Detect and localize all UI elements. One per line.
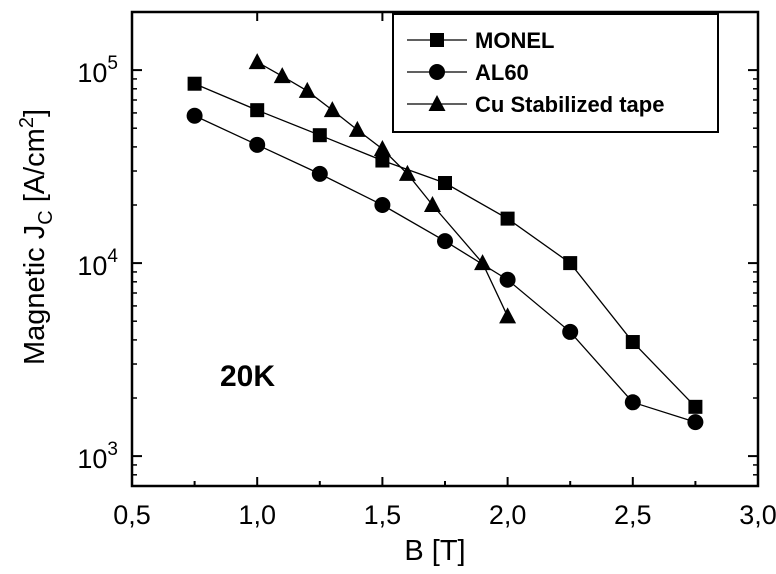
series-circle bbox=[186, 107, 704, 431]
x-axis-title: B [T] bbox=[404, 535, 465, 567]
x-tick-label: 2,5 bbox=[614, 500, 652, 530]
series-triangle bbox=[248, 53, 517, 324]
data-point bbox=[624, 394, 641, 411]
series-layer bbox=[186, 53, 704, 431]
data-point bbox=[499, 271, 516, 288]
x-tick-label: 0,5 bbox=[113, 500, 151, 530]
legend-marker bbox=[429, 64, 445, 80]
data-point bbox=[250, 103, 265, 118]
data-point bbox=[437, 233, 453, 250]
x-tick-label: 1,0 bbox=[238, 500, 276, 530]
data-point bbox=[625, 335, 640, 350]
data-point bbox=[438, 176, 452, 191]
series-square bbox=[187, 76, 703, 414]
data-point bbox=[474, 254, 492, 271]
data-point bbox=[348, 120, 366, 137]
x-tick-label: 1,5 bbox=[364, 500, 402, 530]
legend-label: MONEL bbox=[475, 28, 554, 53]
legend-label: AL60 bbox=[475, 60, 529, 85]
data-point bbox=[186, 107, 203, 124]
y-axis-title-text: Magnetic JC [A/cm2] bbox=[16, 109, 57, 365]
data-point bbox=[249, 136, 266, 153]
y-axis-title: Magnetic JC [A/cm2] bbox=[16, 109, 57, 365]
data-point bbox=[374, 197, 391, 214]
x-tick-label: 3,0 bbox=[739, 500, 776, 530]
legend-marker bbox=[428, 95, 446, 111]
series-line bbox=[256, 61, 509, 317]
temperature-annotation: 20K bbox=[220, 360, 275, 393]
data-point bbox=[398, 164, 416, 181]
data-point bbox=[500, 211, 515, 226]
data-point bbox=[312, 128, 327, 143]
data-point bbox=[187, 76, 202, 91]
x-tick-label: 2,0 bbox=[489, 500, 527, 530]
ticks-layer: 0,5 1,0 1,5 2,0 2,5 3,0 103 104 105 bbox=[77, 11, 776, 530]
data-point bbox=[375, 153, 390, 168]
legend: MONEL AL60 Cu Stabilized tape bbox=[392, 13, 719, 133]
data-point bbox=[323, 101, 341, 118]
y-tick-label: 104 bbox=[77, 246, 118, 281]
data-point bbox=[688, 399, 703, 414]
data-point bbox=[311, 165, 328, 182]
data-point bbox=[563, 256, 578, 271]
legend-box bbox=[392, 13, 719, 133]
data-point bbox=[562, 323, 579, 340]
legend-label: Cu Stabilized tape bbox=[475, 92, 664, 117]
data-point bbox=[273, 67, 291, 84]
legend-marker bbox=[430, 33, 444, 47]
y-tick-label: 105 bbox=[77, 53, 118, 88]
data-point bbox=[499, 307, 517, 324]
data-point bbox=[248, 53, 266, 70]
data-point bbox=[373, 140, 391, 157]
data-point bbox=[423, 196, 441, 213]
y-tick-label: 103 bbox=[77, 439, 118, 474]
data-point bbox=[298, 81, 316, 98]
data-point bbox=[687, 414, 704, 431]
